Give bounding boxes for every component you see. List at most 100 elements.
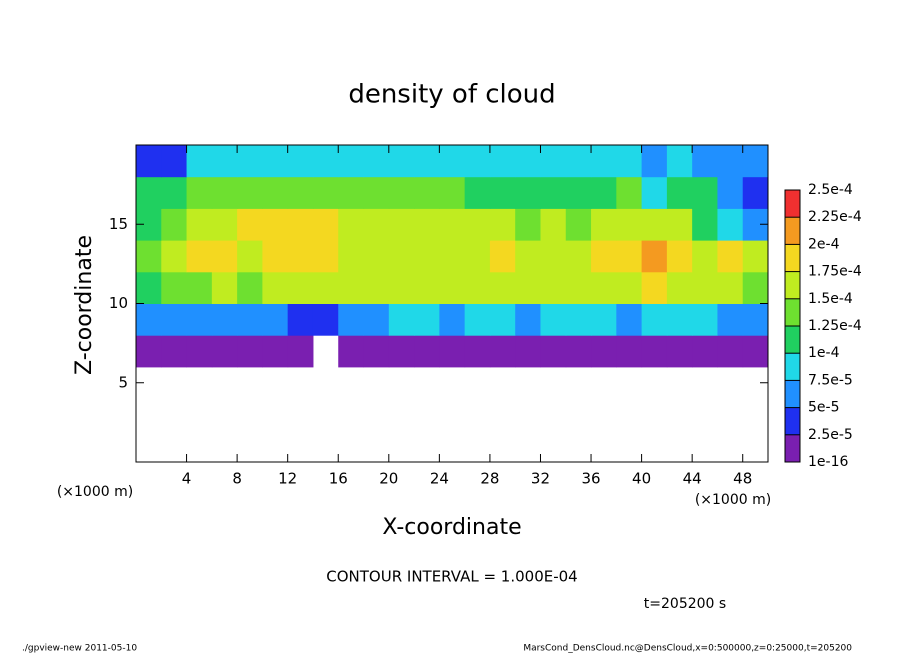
heat-cell bbox=[262, 176, 289, 209]
heat-cell bbox=[666, 208, 693, 241]
heat-cell bbox=[666, 335, 693, 368]
x-axis-unit: (×1000 m) bbox=[695, 492, 771, 508]
heat-cell bbox=[565, 240, 592, 273]
heat-cell bbox=[186, 145, 213, 178]
heat-cell bbox=[338, 271, 365, 304]
heat-cell bbox=[414, 145, 440, 178]
heat-cell bbox=[540, 145, 567, 178]
heat-cell bbox=[439, 303, 466, 336]
heat-cell bbox=[439, 208, 466, 241]
heat-cell bbox=[186, 303, 213, 336]
heat-cell bbox=[591, 240, 617, 273]
x-tick-label: 4 bbox=[182, 470, 192, 488]
heat-cell bbox=[540, 271, 567, 304]
heat-cell bbox=[161, 176, 188, 209]
colorbar-label: 2.25e-4 bbox=[808, 209, 862, 225]
heat-cell bbox=[489, 335, 516, 368]
heat-cell bbox=[237, 145, 263, 178]
heat-cell bbox=[211, 335, 238, 368]
heat-cell bbox=[616, 176, 643, 209]
heat-cell bbox=[363, 271, 390, 304]
heat-cell bbox=[666, 145, 693, 178]
heat-cell bbox=[363, 145, 390, 178]
heat-cell bbox=[338, 145, 365, 178]
footer-right: MarsCond_DensCloud.nc@DensCloud,x=0:5000… bbox=[523, 644, 852, 654]
heat-cell bbox=[616, 145, 643, 178]
heat-cell bbox=[692, 335, 718, 368]
heat-cell bbox=[515, 145, 541, 178]
colorbar-label: 1e-4 bbox=[808, 345, 840, 361]
heat-cell bbox=[414, 335, 440, 368]
heat-cell bbox=[540, 208, 567, 241]
x-tick-label: 44 bbox=[683, 470, 702, 488]
heat-cell bbox=[692, 303, 718, 336]
heat-cell bbox=[439, 271, 466, 304]
heat-cell bbox=[136, 176, 162, 209]
heat-cell bbox=[641, 303, 668, 336]
heat-cell bbox=[388, 208, 415, 241]
colorbar-bin bbox=[785, 380, 800, 408]
y-tick-label: 15 bbox=[109, 215, 128, 233]
heat-cell bbox=[237, 335, 263, 368]
heat-cell bbox=[388, 271, 415, 304]
heat-cell bbox=[464, 303, 491, 336]
colorbar-bin bbox=[785, 271, 800, 299]
heat-cell bbox=[464, 176, 491, 209]
heat-cell bbox=[591, 145, 617, 178]
heat-cell bbox=[312, 240, 339, 273]
x-tick-label: 8 bbox=[232, 470, 242, 488]
heat-cell bbox=[414, 271, 440, 304]
colorbar-bin bbox=[785, 190, 800, 218]
heat-cell bbox=[136, 240, 162, 273]
heat-cell bbox=[464, 271, 491, 304]
colorbar-bin bbox=[785, 244, 800, 272]
heat-cell bbox=[540, 335, 567, 368]
heat-cell bbox=[641, 271, 668, 304]
heat-cell bbox=[363, 335, 390, 368]
heat-cell bbox=[439, 145, 466, 178]
heat-cell bbox=[742, 335, 769, 368]
heat-cell bbox=[666, 240, 693, 273]
heat-cell bbox=[414, 208, 440, 241]
colorbar-bin bbox=[785, 298, 800, 326]
heat-cell bbox=[616, 208, 643, 241]
heat-cell bbox=[742, 271, 769, 304]
heat-cell bbox=[287, 208, 314, 241]
colorbar-label: 2e-4 bbox=[808, 236, 840, 252]
heat-cell bbox=[666, 176, 693, 209]
colorbar-label: 1.5e-4 bbox=[808, 291, 853, 307]
heat-cell bbox=[363, 240, 390, 273]
heat-cell bbox=[565, 271, 592, 304]
heat-cell bbox=[540, 176, 567, 209]
heat-cell bbox=[641, 208, 668, 241]
heat-cell bbox=[616, 335, 643, 368]
heat-cell bbox=[312, 176, 339, 209]
heat-cell bbox=[742, 145, 769, 178]
heat-cell bbox=[717, 145, 744, 178]
heat-cell bbox=[439, 335, 466, 368]
heat-cell bbox=[211, 208, 238, 241]
heat-cell bbox=[641, 335, 668, 368]
heat-cell bbox=[439, 176, 466, 209]
heat-cell bbox=[262, 335, 289, 368]
heat-cell bbox=[312, 145, 339, 178]
heat-cell bbox=[287, 145, 314, 178]
colorbar-bin bbox=[785, 353, 800, 381]
heat-cell bbox=[211, 176, 238, 209]
colorbar-bin bbox=[785, 217, 800, 245]
y-axis-label: Z-coordinate bbox=[72, 235, 97, 375]
heat-cell bbox=[717, 240, 744, 273]
heat-cell bbox=[312, 271, 339, 304]
heat-cell bbox=[641, 176, 668, 209]
heat-cell bbox=[742, 303, 769, 336]
y-axis-unit: (×1000 m) bbox=[57, 484, 133, 500]
heat-cell bbox=[161, 208, 188, 241]
heat-cell bbox=[717, 208, 744, 241]
heat-cell bbox=[464, 335, 491, 368]
heat-cell bbox=[692, 271, 718, 304]
colorbar-label: 2.5e-4 bbox=[808, 182, 853, 198]
heat-cell bbox=[287, 176, 314, 209]
heat-cell bbox=[717, 303, 744, 336]
heat-cell bbox=[616, 271, 643, 304]
heat-cell bbox=[338, 335, 365, 368]
